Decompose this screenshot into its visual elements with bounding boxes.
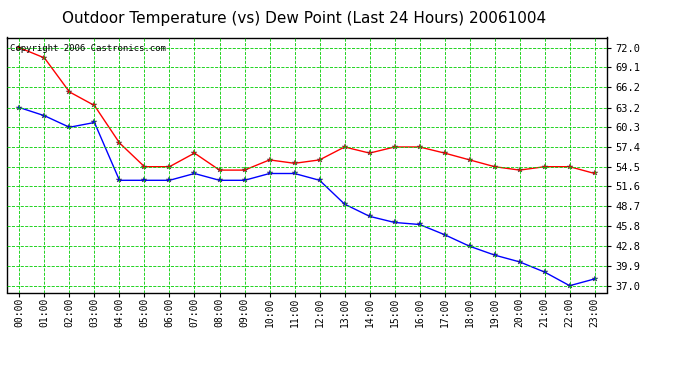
Text: Outdoor Temperature (vs) Dew Point (Last 24 Hours) 20061004: Outdoor Temperature (vs) Dew Point (Last… (61, 11, 546, 26)
Text: Copyright 2006 Castronics.com: Copyright 2006 Castronics.com (10, 44, 166, 53)
